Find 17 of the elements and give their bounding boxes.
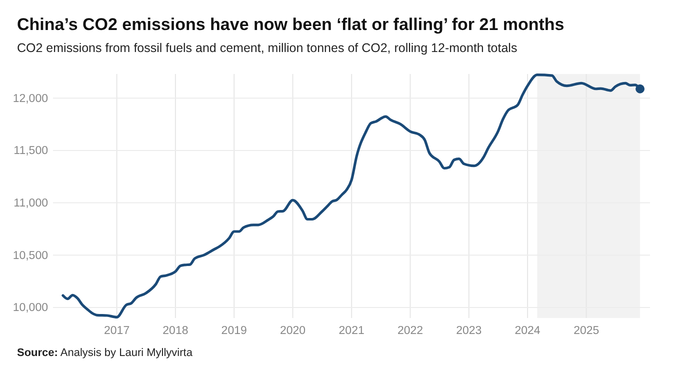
x-tick-label: 2017 [104, 325, 130, 338]
x-tick-label: 2019 [221, 325, 247, 338]
x-tick-label: 2024 [514, 325, 541, 338]
y-tick-label: 10,500 [12, 250, 48, 262]
chart-title: China’s CO2 emissions have now been ‘flat or falling’ for 21 months [17, 15, 564, 34]
y-tick-label: 10,000 [12, 302, 48, 314]
y-tick-label: 11,000 [14, 197, 48, 210]
chart-subtitle: CO2 emissions from fossil fuels and cement, million tonnes of CO2, rolling 12-month totals [17, 41, 518, 55]
source-note: Source: Analysis by Lauri Myllyvirta [17, 347, 194, 359]
x-tick-label: 2020 [280, 325, 306, 338]
y-tick-label: 11,500 [14, 145, 48, 158]
y-tick-label: 12,000 [12, 92, 48, 105]
x-tick-label: 2021 [338, 325, 364, 338]
x-tick-label: 2018 [162, 325, 188, 338]
x-tick-label: 2025 [574, 325, 600, 338]
x-tick-label: 2022 [397, 325, 424, 338]
x-tick-label: 2023 [456, 325, 482, 338]
